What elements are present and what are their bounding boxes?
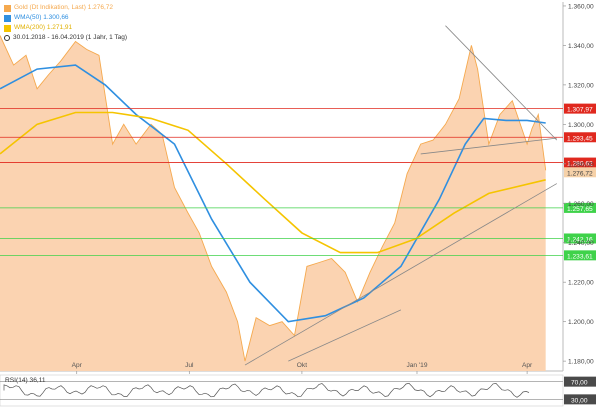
- legend-label-period: 30.01.2018 - 16.04.2019 (1 Jahr, 1 Tag): [13, 34, 128, 41]
- rsi-70-label: 70,00: [571, 380, 588, 387]
- rsi-panel: [0, 374, 564, 407]
- x-tick-label: Apr: [522, 362, 533, 369]
- y-tick-label: 1.240,00: [568, 240, 594, 247]
- legend-label-gold: Gold (Dt Indikation, Last) 1.276,72: [14, 4, 114, 11]
- y-tick-label: 1.360,00: [568, 3, 594, 10]
- y-tick-label: 1.220,00: [568, 280, 594, 287]
- red-level-label: 1.307,97: [567, 107, 593, 114]
- wma50-line: [0, 64, 546, 323]
- price-line: [0, 35, 547, 362]
- legend-item-wma50: WMA(50) 1.300,66: [4, 13, 127, 23]
- red-level-label: 1.280,62: [567, 161, 593, 168]
- rsi-label: RSI(14) 36,11: [5, 377, 46, 384]
- x-tick-label: Jan '19: [406, 362, 427, 369]
- x-tick-label: Okt: [297, 362, 307, 369]
- rsi-70-label-box: [564, 376, 596, 387]
- rsi-line: [3, 382, 530, 398]
- green-level-label-box: [564, 202, 596, 213]
- green-level-label-box: [564, 250, 596, 261]
- legend: Gold (Dt Indikation, Last) 1.276,72 WMA(…: [4, 3, 127, 43]
- last-price-label-box: [564, 167, 596, 178]
- legend-item-gold: Gold (Dt Indikation, Last) 1.276,72: [4, 3, 127, 13]
- trendline: [288, 309, 402, 362]
- red-level-label-box: [564, 157, 596, 168]
- y-tick-label: 1.260,00: [568, 201, 594, 208]
- last-price-label: 1.276,72: [567, 170, 593, 177]
- x-tick-label: Jul: [185, 362, 194, 369]
- red-level-label-box: [564, 132, 596, 143]
- legend-label-wma200: WMA(200) 1.271,91: [14, 24, 73, 31]
- wma200-swatch-icon: [4, 24, 11, 32]
- y-tick-label: 1.280,00: [568, 161, 594, 168]
- price-area: [0, 35, 546, 371]
- wma200-line: [0, 111, 546, 254]
- wma50-swatch-icon: [4, 14, 11, 22]
- x-tick-label: Apr: [72, 362, 83, 369]
- gold-swatch-icon: [4, 4, 11, 12]
- y-tick-label: 1.180,00: [568, 359, 594, 366]
- legend-item-wma200: WMA(200) 1.271,91: [4, 23, 127, 33]
- y-tick-label: 1.200,00: [568, 319, 594, 326]
- red-level-label-box: [564, 103, 596, 114]
- green-level-label: 1.257,65: [567, 206, 593, 213]
- green-level-label: 1.233,61: [567, 253, 593, 260]
- rsi-30-label-box: [564, 394, 596, 405]
- y-tick-label: 1.300,00: [568, 122, 594, 129]
- y-tick-label: 1.340,00: [568, 43, 594, 50]
- trendline: [445, 25, 558, 141]
- rsi-30-label: 30,00: [571, 397, 588, 404]
- green-level-label-box: [564, 233, 596, 244]
- trendline: [244, 183, 558, 366]
- y-tick-label: 1.320,00: [568, 82, 594, 89]
- legend-label-wma50: WMA(50) 1.300,66: [14, 14, 69, 21]
- red-level-label: 1.293,45: [567, 135, 593, 142]
- clock-icon: [4, 35, 10, 41]
- legend-item-period: 30.01.2018 - 16.04.2019 (1 Jahr, 1 Tag): [4, 33, 127, 43]
- green-level-label: 1.242,16: [567, 236, 593, 243]
- trendline: [420, 137, 557, 155]
